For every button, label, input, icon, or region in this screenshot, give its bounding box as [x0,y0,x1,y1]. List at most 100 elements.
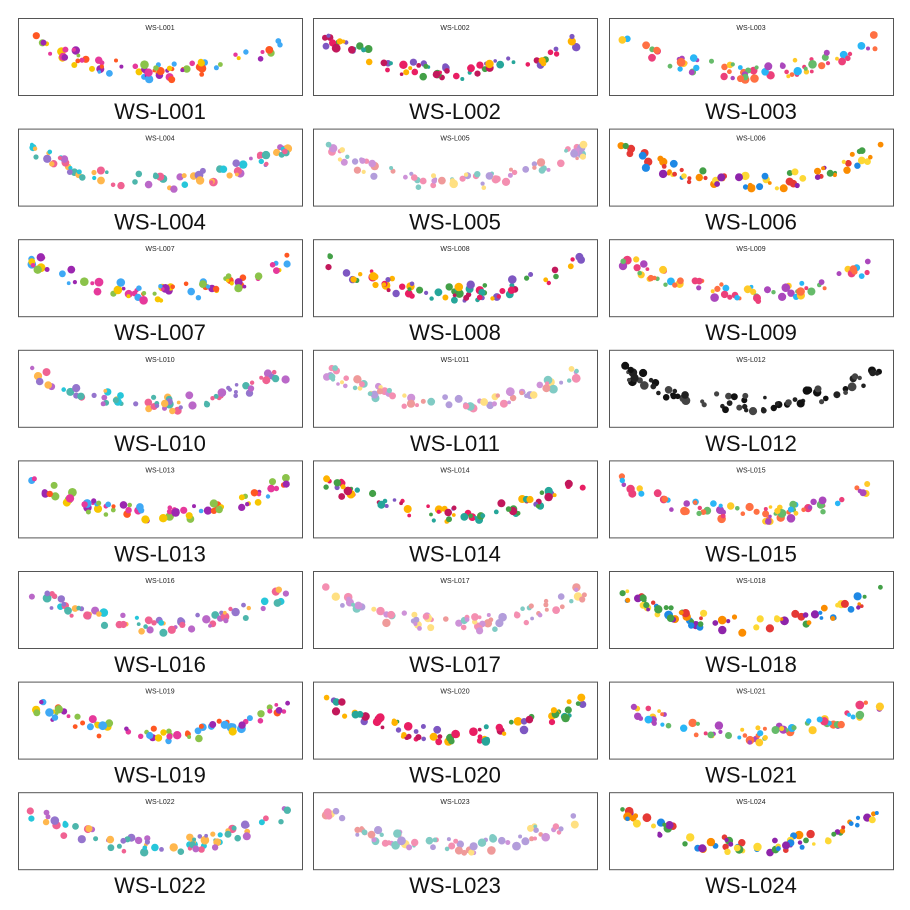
sticker [460,77,465,81]
sticker [529,836,535,842]
sticker [720,513,726,519]
sticker [126,294,131,299]
sticker [110,507,116,513]
sticker [859,489,867,497]
sticker-sheet [313,18,598,96]
sticker [122,621,128,627]
sticker [638,151,647,160]
sticker [99,64,104,69]
sticker [506,56,511,61]
sticker [850,714,856,720]
sticker [857,42,866,50]
sticker [375,713,385,722]
sticker [686,179,692,185]
sticker [651,823,656,829]
sticker [250,489,259,497]
sticker [765,624,775,633]
product-card: WS-L022 WS-L022 [18,792,303,898]
sticker [642,813,652,823]
sticker [779,726,785,732]
sticker [792,397,798,402]
sticker [499,288,506,294]
sticker [222,610,227,615]
sticker [722,406,729,414]
sticker [411,174,418,181]
sticker [821,166,826,171]
sticker [389,166,394,170]
sticker [371,606,377,612]
sticker [639,594,647,602]
sticker [508,275,517,284]
sticker [831,831,837,837]
sticker [577,693,586,702]
sticker [399,60,408,69]
sticker [620,258,626,265]
sticker [406,399,416,408]
sticker [328,373,336,381]
sticker [810,610,820,619]
sticker [92,175,97,181]
sticker [682,841,688,847]
sticker [258,158,264,165]
sticker [677,277,684,285]
product-code: WS-L011 [410,431,500,456]
sticker [188,625,196,633]
sticker [493,59,498,63]
sticker [350,276,357,283]
sticker [336,38,343,45]
sticker [633,264,641,272]
sticker [406,844,413,851]
sticker [136,285,142,292]
sticker [707,731,715,739]
sticker [847,382,857,392]
sticker [535,504,540,509]
product-code: WS-L013 [114,541,206,566]
sticker [385,277,391,283]
sticker [325,264,332,271]
sticker [756,183,764,191]
sticker [851,268,858,275]
sticker [742,733,748,738]
product-card: WS-L015 WS-L015 [609,460,894,566]
sticker [96,500,102,506]
sticker [703,731,708,736]
sticker [187,735,192,739]
product-code: WS-L004 [114,210,206,235]
sticker [553,273,559,280]
sticker [634,594,642,603]
sticker [374,826,383,835]
sticker [151,620,157,626]
sticker [105,501,112,508]
sheet-label: WS-L024 [736,799,765,806]
sticker [448,738,455,745]
sticker [760,407,767,414]
product-card: WS-L012 WS-L012 [609,349,894,456]
sticker [714,391,720,397]
sticker [451,513,456,517]
sticker [670,392,677,400]
sticker [48,51,53,56]
sticker [477,727,482,732]
sticker [657,155,664,162]
sticker [210,396,215,401]
sticker [254,272,263,281]
product-card: WS-L016 WS-L016 [18,571,303,677]
sticker [645,705,652,712]
sticker [696,285,702,291]
product-card: WS-L024 WS-L024 [609,792,894,898]
sticker [449,179,459,189]
sticker [703,175,708,181]
sticker [756,615,764,623]
sticker [665,722,672,729]
sticker [158,284,163,289]
sticker [785,399,792,406]
sheet-label: WS-L008 [440,246,469,253]
sticker [229,281,234,286]
sticker [509,394,517,402]
sticker [720,509,726,516]
sticker [384,504,389,508]
sticker [242,615,249,621]
sticker [665,821,674,830]
sticker [277,42,283,48]
sticker [239,160,248,169]
